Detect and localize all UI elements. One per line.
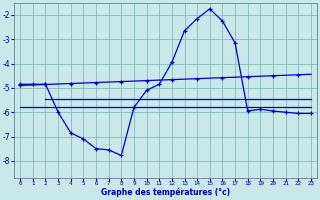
X-axis label: Graphe des températures (°c): Graphe des températures (°c) bbox=[101, 188, 230, 197]
